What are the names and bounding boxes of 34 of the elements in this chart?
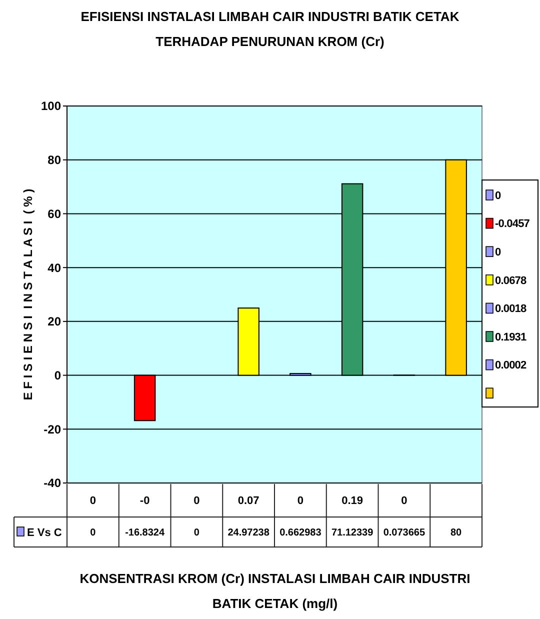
x-tick-label: 0 [194, 494, 200, 507]
data-label: 24.97238 [228, 528, 270, 538]
text: 0.0678 [495, 274, 527, 287]
y-tick-label: -20 [44, 422, 62, 436]
text: -0.0457 [495, 218, 530, 230]
text: 0 [495, 246, 501, 258]
x-tick-label: 0.19 [342, 494, 364, 507]
y-tick-label: 20 [48, 314, 62, 329]
x-tick-label: 0.07 [238, 494, 260, 507]
data-label: 0.073665 [383, 528, 426, 538]
text: 0.0002 [495, 360, 527, 372]
legend-label: E Vs C [27, 526, 62, 539]
data-label: 80 [450, 528, 462, 538]
chart-title: EFISIENSI INSTALASI LIMBAH CAIR INDUSTRI BATIK CETAK TERHADAP PENURUNAN KROM (Cr) [80, 9, 460, 49]
x-tick-label: 0 [90, 494, 96, 507]
y-tick-label: 60 [48, 206, 62, 221]
data-label: 0.662983 [280, 528, 322, 538]
data-label: 0 [90, 528, 96, 538]
y-tick-label: 100 [40, 99, 62, 114]
y-tick-label: 40 [48, 260, 62, 275]
data-label: 0 [194, 528, 200, 538]
x-axis-title: KONSENTRASI KROM (Cr) INSTALASI LIMBAH CAIR INDUSTRI BATIK CETAK (mg/l) [80, 571, 470, 611]
y-tick-label: 80 [48, 153, 62, 168]
text: 0.1931 [495, 331, 527, 344]
x-tick-label: -0 [140, 494, 150, 507]
x-tick-label: 0 [297, 494, 304, 507]
data-label: -16.8324 [125, 528, 165, 538]
x-tick-label: 0 [401, 494, 408, 507]
y-axis-title: E F I S I E N S I I N S T A L A S I ( % ) [21, 188, 35, 400]
data-label: 71.12339 [331, 528, 374, 538]
text: 0.0018 [495, 303, 527, 316]
y-tick-label: 0 [54, 368, 62, 382]
text: 0 [495, 190, 501, 202]
y-tick-label: -40 [44, 476, 62, 490]
